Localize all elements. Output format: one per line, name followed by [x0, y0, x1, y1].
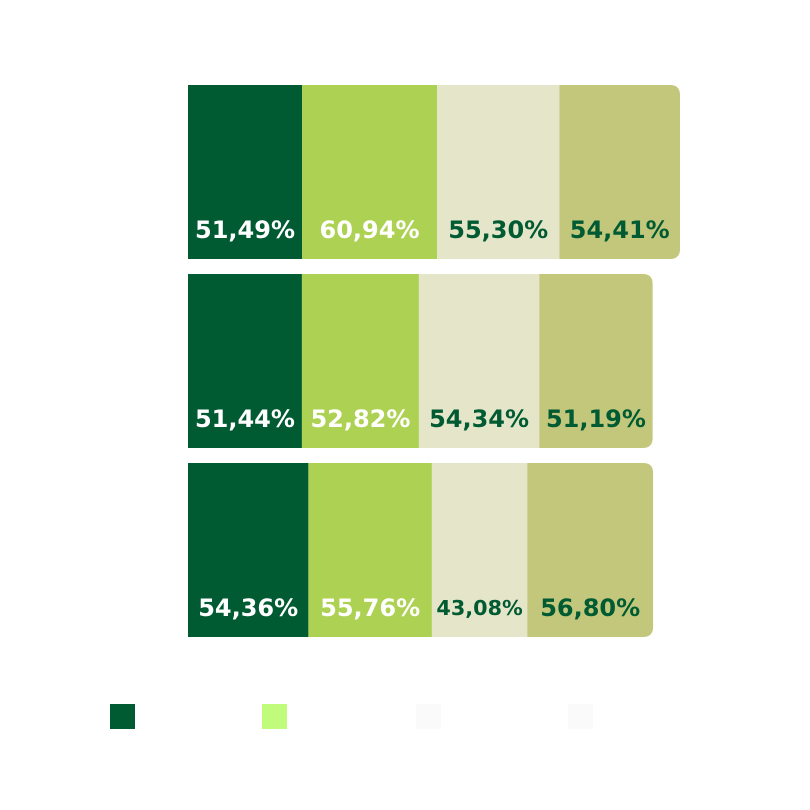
legend-swatch	[568, 704, 593, 729]
value-label: 51,19%	[546, 405, 646, 433]
bar-segment	[301, 274, 419, 448]
bar-segment	[308, 463, 432, 637]
value-label: 51,44%	[195, 405, 295, 433]
value-label: 56,80%	[540, 594, 640, 622]
bar-segment	[188, 463, 309, 637]
legend-swatch	[262, 704, 287, 729]
bar-segment	[539, 274, 653, 448]
bar-segment	[188, 274, 302, 448]
bar-segment	[302, 85, 438, 259]
value-label: 52,82%	[310, 405, 410, 433]
bar-segment	[437, 85, 560, 259]
value-label: 51,49%	[195, 216, 295, 244]
value-label: 54,34%	[429, 405, 529, 433]
legend-swatch	[416, 704, 441, 729]
value-label: 55,76%	[320, 594, 420, 622]
bar-segment	[431, 463, 528, 637]
value-label: 43,08%	[436, 596, 523, 620]
bar-segment	[527, 463, 654, 637]
value-label: 60,94%	[320, 216, 420, 244]
bar-segment	[188, 85, 303, 259]
value-label: 54,36%	[198, 594, 298, 622]
bar-segment	[559, 85, 680, 259]
value-label: 55,30%	[448, 216, 548, 244]
value-label: 54,41%	[570, 216, 670, 244]
legend-swatch	[110, 704, 135, 729]
bar-segment	[418, 274, 540, 448]
